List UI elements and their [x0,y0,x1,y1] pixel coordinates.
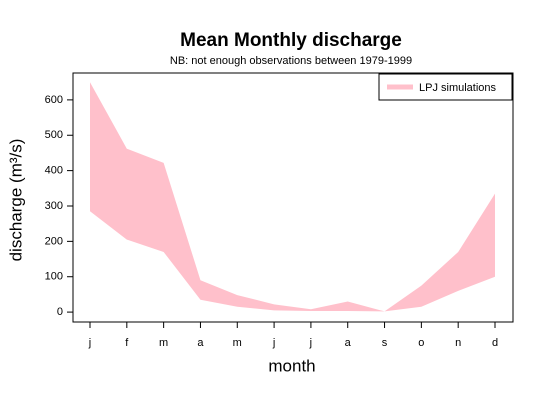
y-tick-label: 400 [45,165,63,177]
x-tick-label: j [309,337,312,349]
x-tick-label: m [233,337,242,349]
x-tick-label: j [88,337,91,349]
y-tick-label: 500 [45,129,63,141]
x-axis-label: month [268,356,315,375]
x-tick-label: o [418,337,424,349]
y-tick-label: 300 [45,200,63,212]
y-tick-label: 100 [45,271,63,283]
x-tick-label: m [159,337,168,349]
band-area [90,82,495,312]
x-tick-label: f [125,337,129,349]
x-tick-label: a [197,337,204,349]
x-tick-label: s [382,337,388,349]
x-tick-label: a [345,337,352,349]
chart-title: Mean Monthly discharge [180,30,402,51]
legend-label: LPJ simulations [419,82,497,94]
y-tick-label: 600 [45,94,63,106]
x-tick-label: d [492,337,498,349]
x-tick-label: n [455,337,461,349]
y-axis-label: discharge (m³/s) [6,139,25,262]
x-tick-label: j [272,337,275,349]
y-tick-label: 200 [45,235,63,247]
chart-subtitle: NB: not enough observations between 1979… [170,55,412,67]
plot-frame [72,72,514,323]
y-tick-label: 0 [57,306,63,318]
